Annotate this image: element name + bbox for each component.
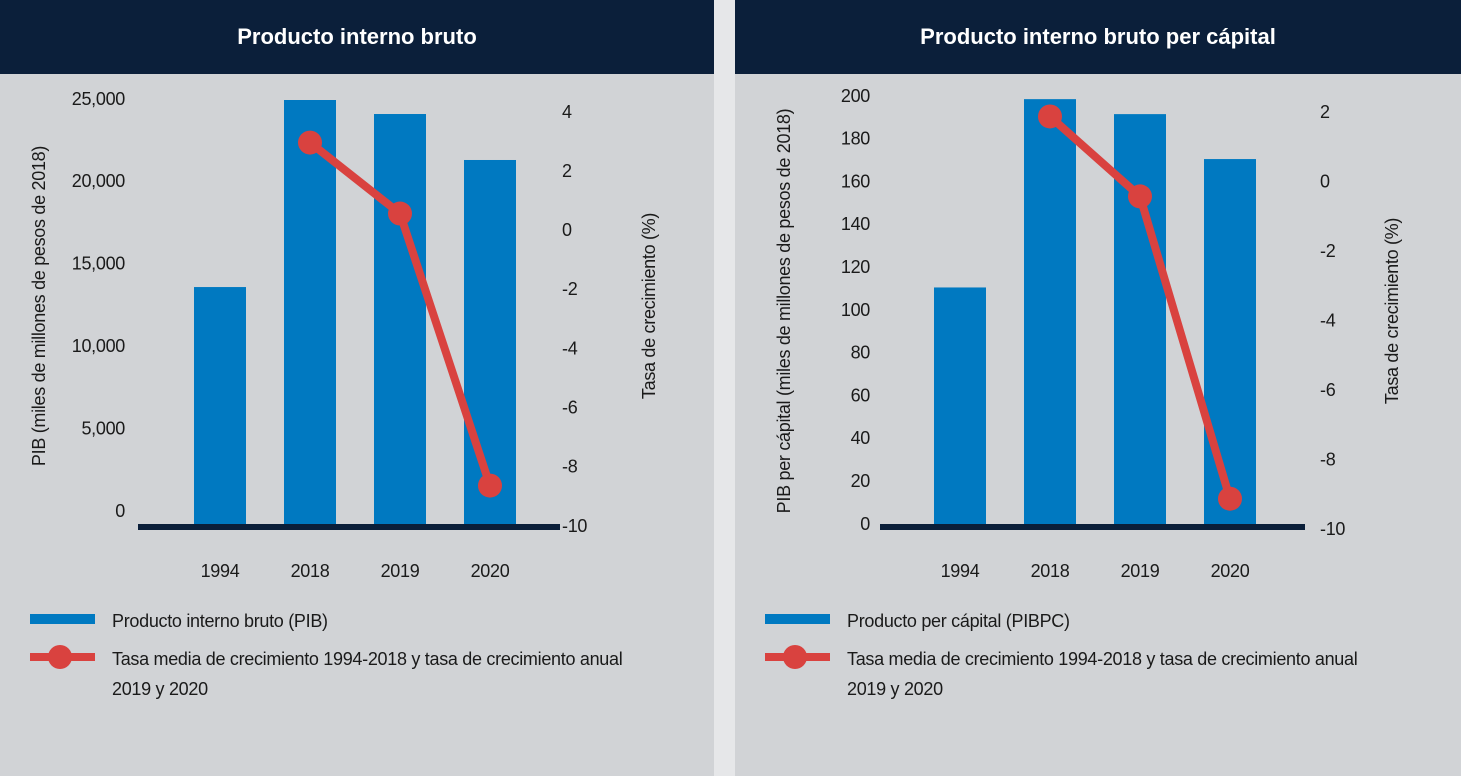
y-tick-label: 0 [115,501,125,521]
y-tick-label: 25,000 [72,89,126,109]
legend-bar [30,614,95,624]
y2-tick-label: -6 [562,397,578,417]
legend-marker [48,645,72,669]
bar [1024,99,1076,527]
y2-tick-label: -6 [1320,380,1336,400]
y-tick-label: 10,000 [72,336,126,356]
y2-tick-label: 0 [562,220,572,240]
y2-tick-label: 4 [562,102,572,122]
legend-label: Producto per cápital (PIBPC) [847,611,1070,631]
legend-swatch [765,645,830,669]
legend-swatch [30,645,95,669]
legend-label: Tasa media de crecimiento 1994-2018 y ta… [847,649,1358,699]
y-tick-label: 20 [851,471,871,491]
chart: 0 5,000 10,000 15,000 20,000 25,000 -10 -8 -6 -4 -… [29,89,659,581]
y-tick-label: 160 [841,171,870,191]
y-tick-label: 200 [841,86,870,106]
y-tick-label: 180 [841,129,870,149]
legend-bar [765,614,830,624]
line-point [1038,104,1062,129]
y-tick-label: 15,000 [72,254,126,274]
bar [194,287,246,527]
y2-tick-label: -8 [562,457,578,477]
legend-label: Producto interno bruto (PIB) [112,611,328,631]
y-tick-label: 140 [841,214,870,234]
y-tick-label: 5,000 [81,418,125,438]
y-tick-label: 80 [851,343,871,363]
bar [1204,159,1256,527]
y-tick-label: 120 [841,257,870,277]
x-tick-label: 1994 [941,561,980,581]
legend-item: Tasa media de crecimiento 1994-2018 y ta… [735,642,1461,699]
chart-title: Producto interno bruto per cápital [735,0,1461,74]
x-tick-label: 2020 [1211,561,1250,581]
legend-item: Producto interno bruto (PIB) [0,604,714,634]
chart-panel: Producto interno bruto per cápital 0 20 40 6… [735,0,1461,776]
line-point [478,473,502,498]
chart-panel: Producto interno bruto 0 5,000 10,000 15,000… [0,0,714,776]
y2-tick-label: -4 [1320,310,1336,330]
y2-tick-label: 0 [1320,171,1330,191]
y2-tick-label: -4 [562,338,578,358]
y2-tick-label: -8 [1320,449,1336,469]
bar [934,287,986,527]
y-tick-label: 60 [851,385,871,405]
x-tick-label: 2019 [381,561,420,581]
y2-tick-label: -2 [562,279,578,299]
y-tick-label: 0 [860,514,870,534]
legend-swatch [765,614,830,624]
y2-tick-label: -10 [562,516,587,536]
line-point [1218,486,1242,511]
chart-title: Producto interno bruto [0,0,714,74]
bar [464,159,516,528]
x-tick-label: 2018 [1031,561,1070,581]
line-point [298,130,322,155]
x-tick-label: 2019 [1121,561,1160,581]
legend-item: Producto per cápital (PIBPC) [735,604,1461,634]
y-tick-label: 100 [841,300,870,320]
legend: Producto interno bruto (PIB) Tasa media d… [0,604,714,699]
legend-swatch [30,614,95,624]
y2-tick-label: 2 [562,161,572,181]
y-axis-title: PIB (miles de millones de pesos de 2018) [29,146,49,466]
x-tick-label: 2018 [291,561,330,581]
line-point [388,201,412,226]
x-tick-label: 2020 [471,561,510,581]
legend-marker [783,645,807,669]
legend-label: Tasa media de crecimiento 1994-2018 y ta… [112,649,623,699]
line-point [1128,184,1152,209]
bar [374,114,426,527]
y2-axis-title: Tasa de crecimiento (%) [639,213,659,399]
y-tick-label: 40 [851,428,871,448]
legend: Producto per cápital (PIBPC) Tasa media d… [735,604,1461,699]
y-axis-title: PIB per cápital (miles de millones de pe… [774,109,794,514]
chart: 0 20 40 60 80 100 120 140 160 180 200 -10 -8 -6 -4 -2 0 2… [774,86,1402,581]
y2-axis-title: Tasa de crecimiento (%) [1382,218,1402,404]
legend-item: Tasa media de crecimiento 1994-2018 y ta… [0,642,714,699]
y-tick-label: 20,000 [72,171,126,191]
bar [284,100,336,527]
y2-tick-label: -10 [1320,519,1345,539]
y2-tick-label: 2 [1320,102,1330,122]
x-tick-label: 1994 [201,561,240,581]
y2-tick-label: -2 [1320,241,1336,261]
